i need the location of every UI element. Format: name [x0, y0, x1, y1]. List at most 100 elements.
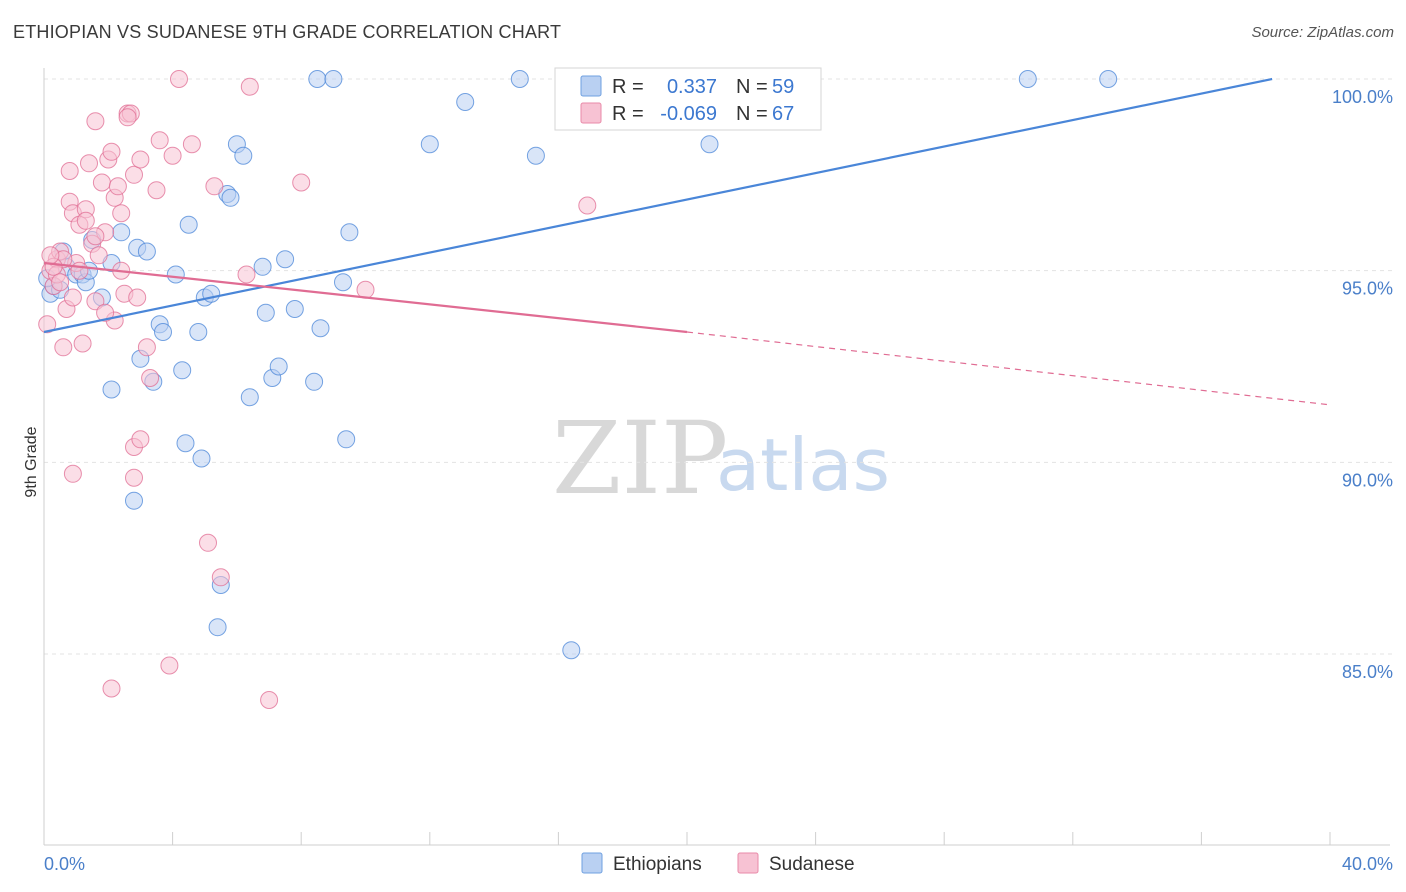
point-ethiopians — [173, 361, 192, 380]
point-ethiopians — [253, 257, 272, 276]
point-ethiopians — [269, 357, 288, 376]
point-ethiopians — [189, 323, 208, 341]
point-ethiopians — [285, 300, 304, 318]
point-sudanese — [102, 679, 121, 698]
point-ethiopians — [308, 70, 327, 88]
source-label: Source: ZipAtlas.com — [1251, 24, 1394, 41]
point-ethiopians — [240, 388, 259, 407]
point-ethiopians — [340, 223, 359, 242]
point-sudanese — [163, 146, 182, 165]
legend-n-value-2: 67 — [772, 103, 794, 125]
point-sudanese — [118, 108, 137, 127]
point-ethiopians — [311, 319, 330, 338]
series-legend-swatch-sudanese[interactable] — [737, 852, 759, 874]
point-sudanese — [89, 246, 108, 265]
point-ethiopians — [256, 303, 275, 322]
watermark-atlas: atlas — [716, 423, 890, 507]
point-sudanese — [63, 464, 82, 483]
point-sudanese — [38, 315, 57, 334]
point-sudanese — [240, 77, 259, 96]
point-ethiopians — [154, 323, 172, 341]
point-sudanese — [199, 533, 217, 552]
point-sudanese — [578, 196, 597, 215]
trend-line-sudanese — [43, 261, 688, 334]
point-sudanese — [54, 338, 73, 357]
point-ethiopians — [192, 449, 211, 468]
legend-r-label-2: R = — [612, 103, 644, 125]
point-sudanese — [86, 227, 105, 246]
point-sudanese — [128, 288, 147, 307]
point-ethiopians — [562, 641, 581, 660]
point-sudanese — [182, 135, 201, 154]
y-tick-label: 85.0% — [1342, 662, 1393, 682]
y-tick-label: 90.0% — [1342, 470, 1393, 490]
point-sudanese — [160, 656, 179, 675]
point-sudanese — [86, 292, 105, 311]
point-sudanese — [76, 211, 95, 230]
point-sudanese — [150, 131, 169, 150]
point-sudanese — [63, 288, 82, 307]
point-sudanese — [141, 369, 160, 387]
grid-lines — [44, 78, 1392, 655]
point-sudanese — [131, 430, 150, 449]
y-tick-labels: 85.0% 90.0% 95.0% 100.0% — [1332, 87, 1393, 682]
legend-r-value-2: -0.069 — [660, 103, 717, 125]
point-ethiopians — [208, 618, 227, 637]
point-ethiopians — [324, 70, 343, 88]
point-sudanese — [137, 338, 156, 357]
point-ethiopians — [510, 70, 529, 88]
point-sudanese — [205, 177, 224, 196]
y-tick-label: 95.0% — [1342, 279, 1393, 299]
point-sudanese — [260, 691, 279, 709]
point-ethiopians — [700, 135, 719, 154]
x-tick-label-max: 40.0% — [1342, 854, 1393, 874]
point-ethiopians — [234, 146, 253, 165]
point-sudanese — [131, 150, 150, 169]
legend-r-value-1: 0.337 — [667, 76, 717, 98]
point-ethiopians — [1099, 70, 1118, 88]
legend-r-label-1: R = — [612, 76, 644, 98]
point-sudanese — [86, 112, 105, 131]
point-ethiopians — [125, 491, 143, 510]
data-points — [38, 70, 1118, 709]
point-ethiopians — [179, 215, 198, 234]
legend-n-value-1: 59 — [772, 76, 794, 98]
point-ethiopians — [526, 146, 545, 165]
point-sudanese — [237, 265, 256, 284]
point-ethiopians — [334, 273, 352, 292]
point-ethiopians — [1018, 70, 1037, 88]
legend-swatch-sudanese — [580, 102, 602, 124]
point-sudanese — [96, 303, 115, 322]
series-legend-label-ethiopians[interactable]: Ethiopians — [613, 854, 702, 875]
point-ethiopians — [112, 223, 131, 242]
point-sudanese — [292, 173, 311, 192]
point-sudanese — [108, 177, 127, 196]
point-sudanese — [92, 173, 111, 192]
point-ethiopians — [102, 380, 121, 399]
series-legend-label-sudanese[interactable]: Sudanese — [769, 854, 855, 875]
point-ethiopians — [337, 430, 356, 449]
y-axis-label: 9th Grade — [23, 426, 40, 497]
trend-line-extension-sudanese — [686, 331, 1331, 406]
point-sudanese — [51, 273, 70, 292]
chart-title: ETHIOPIAN VS SUDANESE 9TH GRADE CORRELAT… — [13, 22, 562, 42]
x-axis-ticks — [43, 832, 1331, 845]
point-ethiopians — [137, 242, 156, 261]
point-sudanese — [41, 246, 60, 265]
point-sudanese — [356, 280, 375, 299]
point-sudanese — [170, 70, 188, 88]
legend-n-label-2: N = — [736, 103, 768, 125]
legend-n-label-1: N = — [736, 76, 768, 98]
y-tick-label: 100.0% — [1332, 87, 1393, 107]
watermark-zip: ZIP — [552, 400, 728, 517]
legend-swatch-ethiopians — [580, 75, 602, 97]
correlation-legend: R = 0.337 N = 59 R = -0.069 N = 67 — [554, 67, 822, 131]
point-sudanese — [60, 162, 79, 180]
series-legend-swatch-ethiopians[interactable] — [581, 852, 603, 874]
point-sudanese — [73, 334, 92, 353]
watermark: ZIP atlas — [552, 400, 890, 517]
point-sudanese — [112, 204, 131, 223]
series-legend: Ethiopians Sudanese — [581, 852, 855, 875]
point-ethiopians — [176, 434, 195, 453]
point-ethiopians — [276, 250, 295, 269]
